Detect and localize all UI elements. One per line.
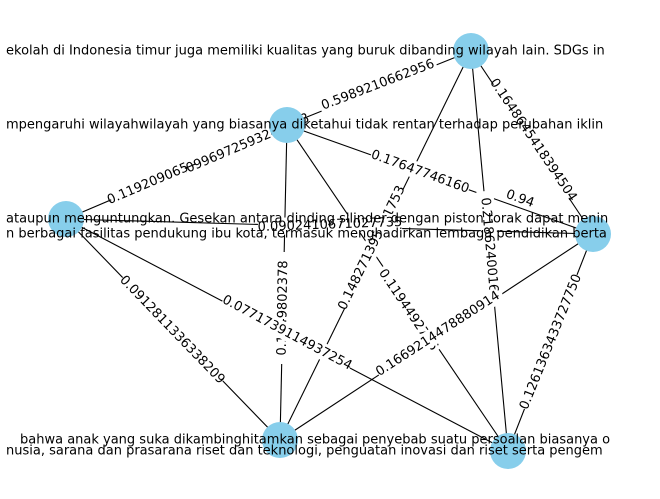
edge-label-e13: 0.1669214478880914 [373, 288, 503, 379]
nodes [48, 33, 611, 469]
edge-label-e15: 0.94 [504, 187, 536, 211]
edge-label-e10: 0.0902410671027735 [257, 215, 402, 235]
node-label-E2: nusia, sarana dan prasarana riset dan te… [6, 444, 603, 459]
edge-label-e2: 0.5989210662956 [319, 57, 436, 114]
node-F[interactable] [490, 433, 526, 469]
node-E[interactable] [262, 422, 298, 458]
node-C[interactable] [48, 201, 84, 237]
node-label-C: ataupun menguntungkan. Gesekan antara di… [6, 212, 608, 227]
edge-label-e6: 0.119209065 [105, 160, 191, 208]
node-A[interactable] [453, 33, 489, 69]
edge-label-e11: 0.0912811336338209 [116, 273, 227, 388]
node-B[interactable] [269, 107, 305, 143]
node-label-C2: n berbagai fasilitas pendukung ibu kota,… [6, 227, 607, 242]
node-label-E: bahwa anak yang suka dikambinghitamkan s… [20, 433, 610, 448]
node-labels: ekolah di Indonesia timur juga memiliki … [6, 44, 610, 459]
edge-label-e3: 0.1648645418394504 [486, 76, 579, 204]
node-label-A: ekolah di Indonesia timur juga memiliki … [6, 44, 605, 59]
node-label-B: mpengaruhi wilayahwilayah yang biasanya … [6, 118, 603, 133]
edge-label-e14: 0.1261363433727750 [517, 272, 585, 412]
node-D[interactable] [575, 216, 611, 252]
